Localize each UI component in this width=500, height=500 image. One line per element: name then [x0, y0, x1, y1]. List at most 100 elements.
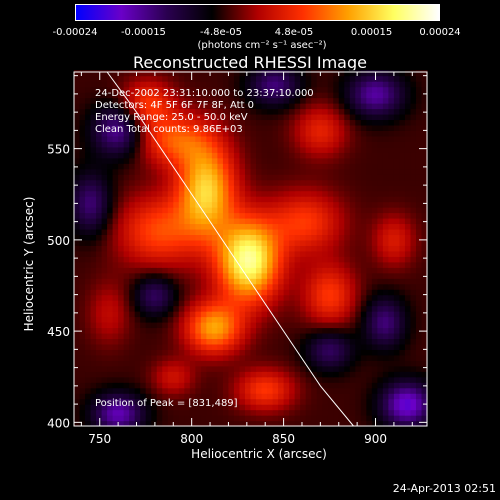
heatmap-cell — [151, 365, 158, 372]
heatmap-cell — [421, 409, 428, 416]
heatmap-cell — [333, 261, 340, 268]
heatmap-cell — [200, 196, 207, 203]
heatmap-cell — [222, 217, 230, 225]
heatmap-cell — [311, 360, 318, 367]
heatmap-cell — [261, 327, 268, 334]
heatmap-cell — [162, 239, 169, 246]
heatmap-cell — [388, 300, 395, 307]
heatmap-cell — [74, 217, 81, 225]
heatmap-cell — [96, 86, 103, 93]
heatmap-cell — [239, 371, 246, 378]
heatmap-cell — [211, 124, 219, 131]
heatmap-cell — [272, 305, 279, 312]
heatmap-cell — [233, 261, 241, 268]
heatmap-cell — [360, 234, 367, 241]
heatmap-cell — [239, 250, 246, 257]
heatmap-cell — [211, 332, 219, 340]
heatmap-cell — [156, 152, 163, 159]
heatmap-cell — [184, 130, 191, 137]
heatmap-cell — [278, 261, 285, 268]
heatmap-cell — [156, 300, 163, 307]
heatmap-cell — [410, 393, 417, 400]
heatmap-cell — [316, 234, 323, 241]
heatmap-cell — [123, 289, 130, 296]
heatmap-cell — [228, 207, 235, 214]
heatmap-cell — [377, 70, 384, 77]
heatmap-cell — [305, 228, 312, 236]
heatmap-cell — [272, 207, 279, 214]
heatmap-cell — [289, 409, 296, 416]
heatmap-cell — [107, 332, 114, 340]
heatmap-cell — [344, 179, 351, 186]
heatmap-cell — [195, 311, 202, 318]
heatmap-cell — [140, 349, 147, 356]
heatmap-cell — [404, 70, 412, 77]
heatmap-cell — [360, 108, 367, 115]
heatmap-cell — [366, 135, 373, 142]
heatmap-cell — [178, 157, 185, 164]
heatmap-cell — [256, 207, 263, 214]
heatmap-cell — [239, 75, 246, 82]
heatmap-cell — [217, 272, 224, 279]
heatmap-cell — [79, 321, 86, 329]
heatmap-cell — [140, 108, 147, 115]
heatmap-cell — [217, 92, 224, 99]
heatmap-cell — [322, 420, 329, 427]
heatmap-cell — [151, 349, 158, 356]
heatmap-cell — [338, 196, 345, 203]
heatmap-cell — [211, 212, 219, 219]
heatmap-cell — [349, 420, 356, 427]
heatmap-cell — [156, 124, 163, 131]
heatmap-cell — [134, 86, 141, 93]
heatmap-cell — [112, 409, 119, 416]
heatmap-cell — [404, 376, 412, 383]
heatmap-cell — [272, 119, 279, 126]
heatmap-cell — [101, 223, 108, 230]
heatmap-cell — [283, 349, 290, 356]
heatmap-cell — [399, 387, 406, 394]
heatmap-cell — [316, 415, 323, 422]
heatmap-cell — [333, 234, 340, 241]
heatmap-cell — [300, 217, 307, 225]
heatmap-cell — [333, 168, 340, 175]
x-tick-label: 850 — [272, 432, 295, 446]
heatmap-cell — [322, 135, 329, 142]
heatmap-cell — [206, 300, 213, 307]
heatmap-cell — [349, 360, 356, 367]
heatmap-cell — [338, 234, 345, 241]
heatmap-cell — [85, 141, 92, 148]
heatmap-cell — [305, 382, 312, 389]
heatmap-cell — [322, 168, 329, 175]
heatmap-cell — [388, 404, 395, 411]
heatmap-cell — [338, 387, 345, 394]
heatmap-cell — [311, 103, 318, 110]
heatmap-cell — [333, 387, 340, 394]
heatmap-cell — [366, 415, 373, 422]
heatmap-cell — [173, 261, 180, 268]
heatmap-cell — [112, 108, 119, 115]
heatmap-cell — [244, 135, 252, 142]
heatmap-cell — [322, 245, 329, 252]
info-clean-counts: Clean Total counts: 9.86E+03 — [95, 124, 243, 135]
heatmap-cell — [250, 256, 257, 263]
heatmap-cell — [140, 179, 147, 186]
heatmap-cell — [278, 305, 285, 312]
heatmap-cell — [184, 349, 191, 356]
heatmap-cell — [222, 321, 230, 329]
heatmap-cell — [101, 387, 108, 394]
heatmap-cell — [145, 272, 152, 279]
heatmap-cell — [349, 267, 356, 274]
heatmap-cell — [145, 256, 152, 263]
heatmap-cell — [195, 360, 202, 367]
heatmap-cell — [239, 135, 246, 142]
heatmap-cell — [366, 201, 373, 208]
heatmap-cell — [129, 92, 136, 99]
heatmap-cell — [300, 409, 307, 416]
heatmap-cell — [129, 338, 136, 345]
heatmap-cell — [278, 97, 285, 104]
heatmap-cell — [327, 108, 334, 115]
heatmap-cell — [140, 92, 147, 99]
heatmap-cell — [123, 179, 130, 186]
heatmap-cell — [421, 86, 428, 93]
heatmap-cell — [189, 239, 196, 246]
